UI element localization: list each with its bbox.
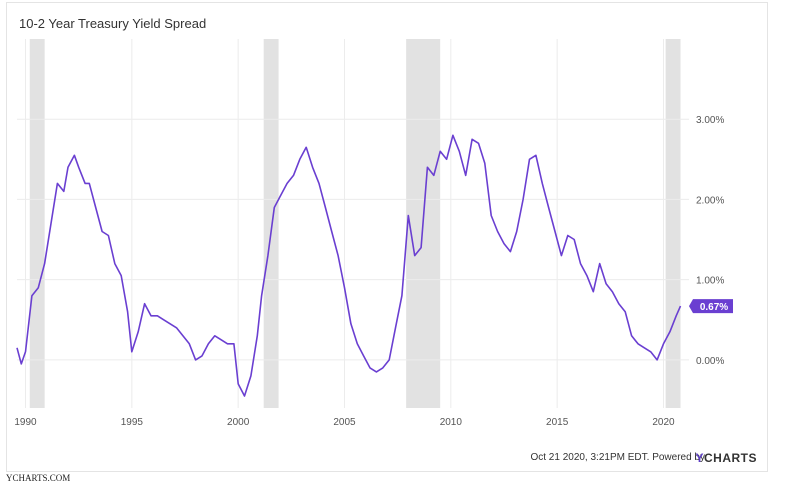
last-value-badge: 0.67% xyxy=(689,299,733,314)
source-credit[interactable]: YCHARTS.COM xyxy=(6,473,71,483)
recession-band-1 xyxy=(263,39,279,408)
y-tick-label-0: 0.00% xyxy=(696,356,724,367)
recession-bands xyxy=(29,39,681,408)
timestamp-text: Oct 21 2020, 3:21PM EDT. xyxy=(530,452,650,463)
series-line-0 xyxy=(16,134,682,397)
ycharts-logo[interactable]: YCHARTS xyxy=(695,451,757,465)
y-axis-ticks: 0.00% 1.00% 2.00% 3.00% xyxy=(696,115,724,367)
recession-band-0 xyxy=(29,39,45,408)
x-tick-label-1990: 1990 xyxy=(14,417,37,428)
grid-lines xyxy=(17,39,689,408)
powered-by-text: Powered by xyxy=(652,452,705,463)
recession-band-3 xyxy=(665,39,681,408)
x-tick-label-2010: 2010 xyxy=(440,417,463,428)
x-tick-label-2000: 2000 xyxy=(227,417,250,428)
chart-frame: 10-2 Year Treasury Yield Spread 1990 1995… xyxy=(6,2,768,472)
x-tick-label-1995: 1995 xyxy=(121,417,144,428)
chart-title: 10-2 Year Treasury Yield Spread xyxy=(19,16,207,31)
x-axis-ticks: 1990 1995 2000 2005 2010 2015 2020 xyxy=(14,417,675,428)
y-tick-label-1: 1.00% xyxy=(696,276,724,287)
last-value-badge-shape xyxy=(689,299,733,314)
x-tick-label-2005: 2005 xyxy=(333,417,356,428)
logo-y: Y xyxy=(695,451,704,465)
series-layer xyxy=(16,134,682,397)
chart-plot: 1990 1995 2000 2005 2010 2015 2020 0.00% 1.00% 2… xyxy=(14,39,733,428)
y-tick-label-3: 3.00% xyxy=(696,115,724,126)
footer-timestamp: Oct 21 2020, 3:21PM EDT. Powered by xyxy=(530,452,705,463)
last-value-label: 0.67% xyxy=(700,302,728,313)
x-tick-label-2020: 2020 xyxy=(652,417,675,428)
logo-rest: CHARTS xyxy=(704,451,757,465)
y-tick-label-2: 2.00% xyxy=(696,195,724,206)
x-tick-label-2015: 2015 xyxy=(546,417,569,428)
